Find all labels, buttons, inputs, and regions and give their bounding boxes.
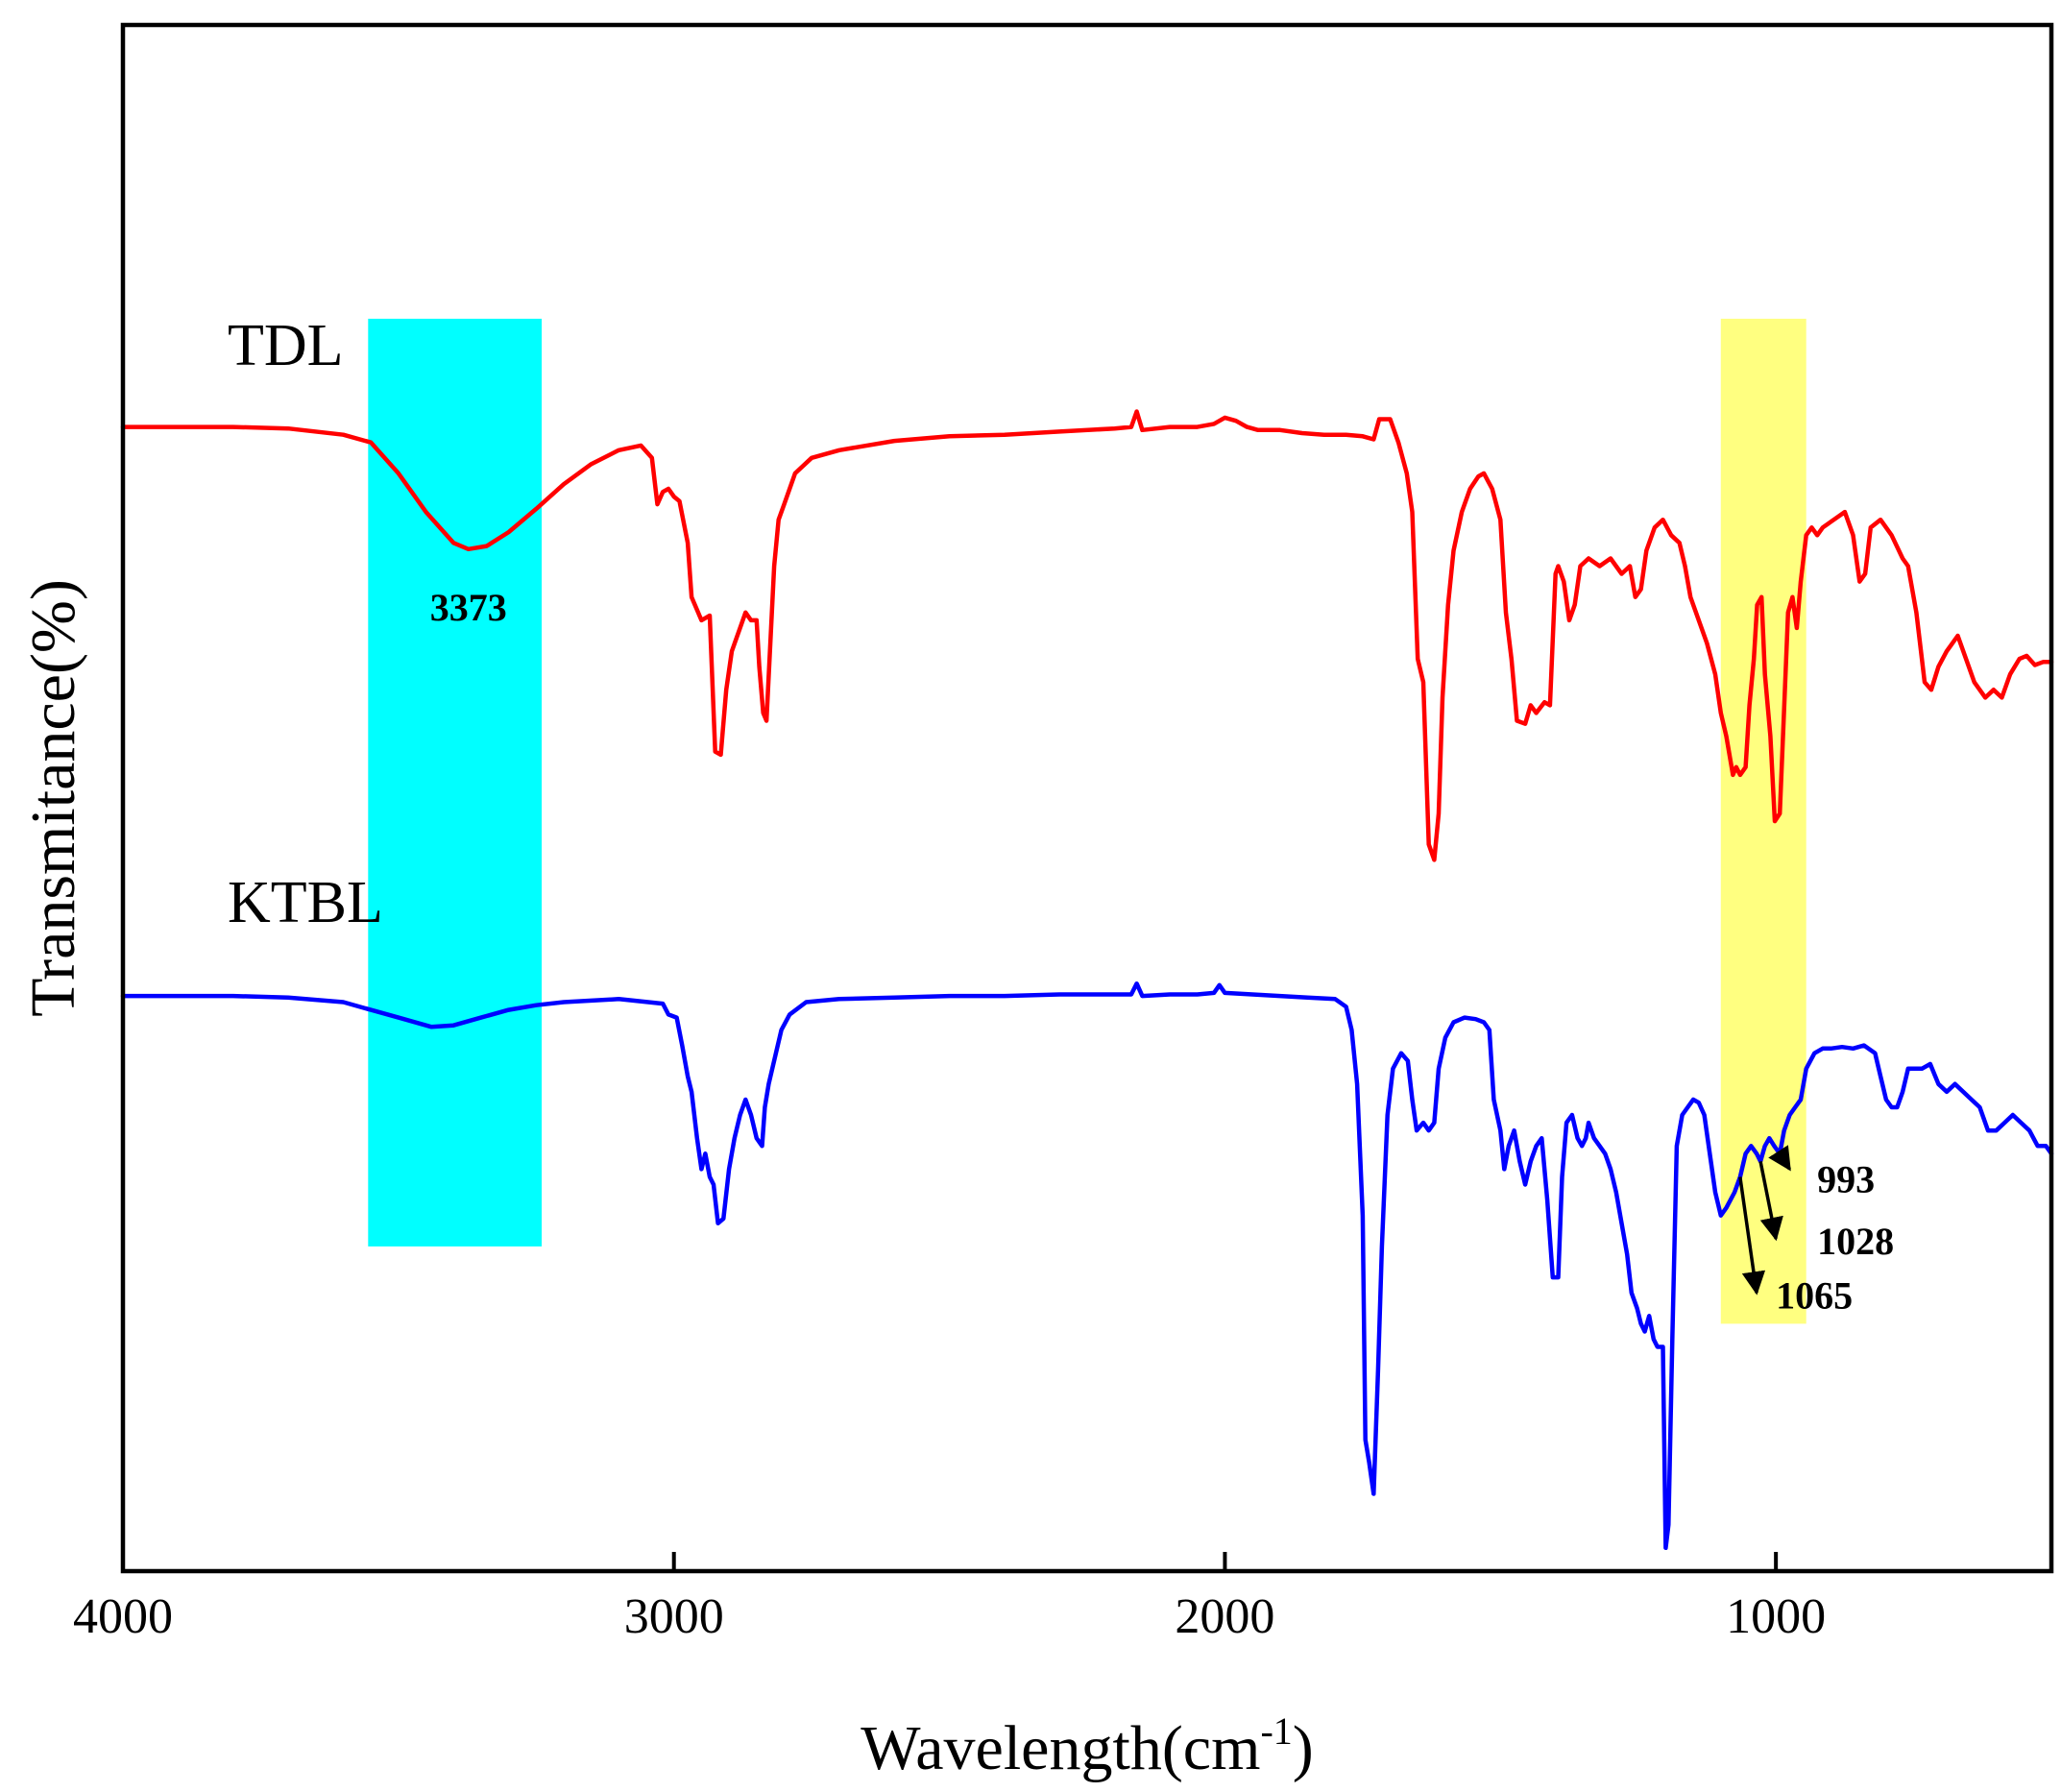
x-axis-title-close: ) [1293, 1713, 1314, 1783]
x-tick-label-1000: 1000 [1726, 1589, 1826, 1644]
x-axis-ticks: 4000 3000 2000 1000 [73, 1552, 1826, 1644]
y-axis-title: Transmitance(%) [18, 579, 88, 1017]
plot-frame [120, 22, 2054, 1574]
series-label-tdl: TDL [228, 313, 344, 378]
x-tick-label-3000: 3000 [624, 1589, 724, 1644]
x-tick-label-4000: 4000 [73, 1589, 173, 1644]
peak-label-3373: 3373 [430, 586, 507, 629]
x-tick-label-2000: 2000 [1175, 1589, 1274, 1644]
peak-arrow-993 [1768, 1145, 1791, 1172]
series-label-ktbl: KTBL [228, 870, 383, 935]
x-axis-title-superscript: -1 [1260, 1709, 1292, 1753]
peak-arrow-1065 [1738, 1176, 1766, 1296]
x-axis-title-main: Wavelength(cm [861, 1713, 1260, 1783]
series-line-ktbl [120, 981, 2054, 1551]
peak-annotations: 3373 993 1028 1065 [430, 586, 1894, 1317]
highlight-bands [368, 318, 1806, 1324]
peak-label-993: 993 [1817, 1158, 1875, 1201]
peak-label-1065: 1065 [1776, 1273, 1853, 1317]
peak-arrow-1028 [1758, 1161, 1783, 1242]
spectra: TDL KTBL [120, 313, 2054, 1551]
x-axis-title: Wavelength(cm-1) [861, 1709, 1314, 1783]
series-line-tdl [120, 409, 2054, 862]
peak-label-1028: 1028 [1817, 1220, 1894, 1263]
hydroxyl-band [368, 318, 543, 1247]
